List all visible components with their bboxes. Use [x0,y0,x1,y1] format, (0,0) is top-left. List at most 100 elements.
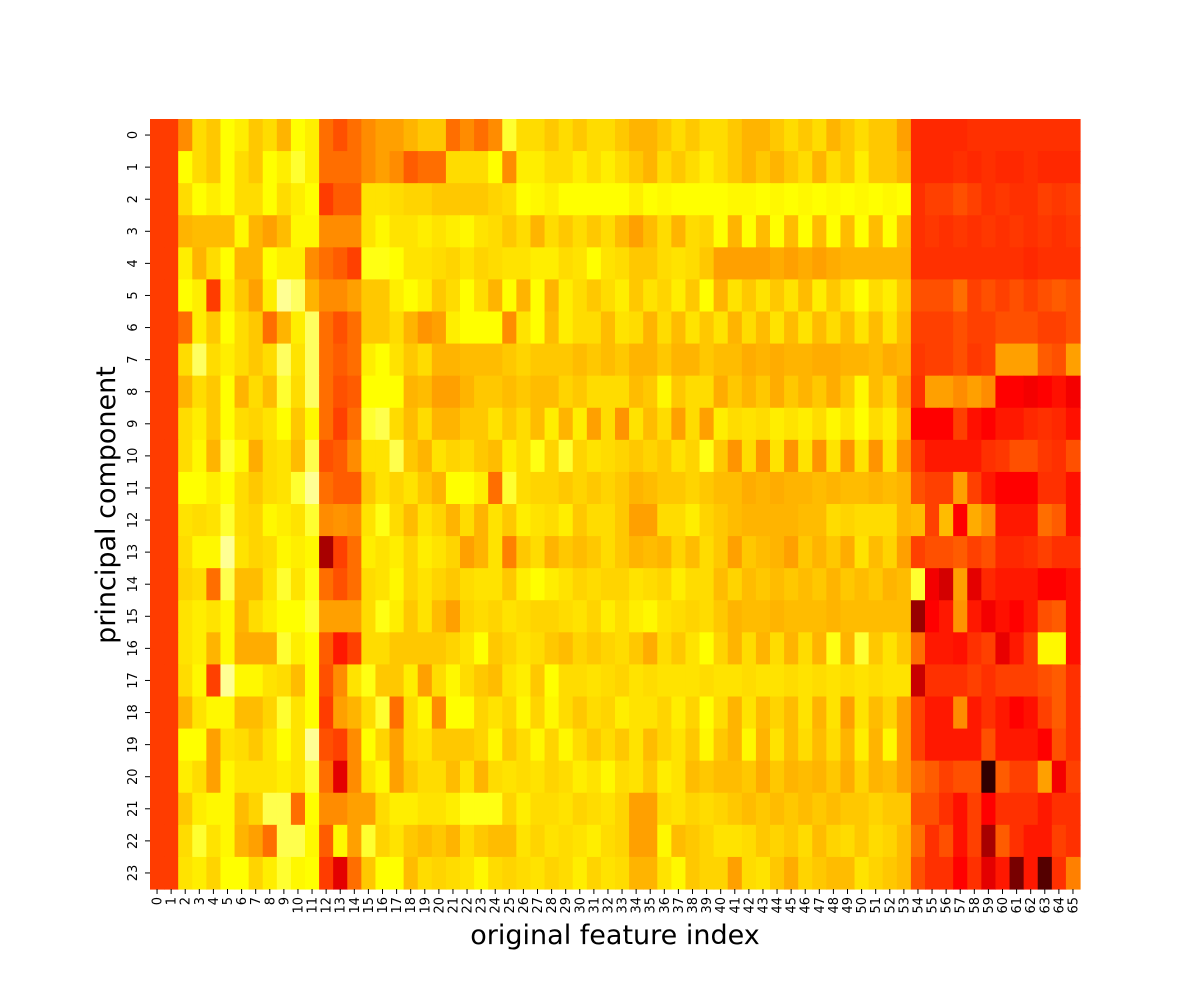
x-tick-label: 14 [348,897,363,914]
heatmap-cell [896,856,912,890]
heatmap-cell [812,792,827,826]
heatmap-cell [798,119,813,152]
heatmap-cell [600,536,616,569]
heatmap-cell [657,247,672,281]
heatmap-cell [882,824,898,858]
heatmap-cell [248,439,264,473]
heatmap-cell [1023,664,1039,698]
heatmap-cell [206,215,222,248]
heatmap-cell [629,760,644,794]
heatmap-cell [910,151,926,184]
heatmap-cell [431,407,447,441]
heatmap-cell [812,279,827,313]
heatmap-cell [234,536,250,569]
heatmap-cell [1037,247,1053,281]
heatmap-cell [544,504,560,537]
heatmap-cell [840,600,856,633]
heatmap-cell [981,728,997,762]
heatmap-cell [615,247,630,281]
heatmap-cell [953,664,968,698]
heatmap-cell [995,856,1011,890]
heatmap-cell [150,215,165,248]
heatmap-cell [784,439,799,473]
heatmap-cell [995,151,1011,184]
y-tick-label: 19 [126,736,141,753]
heatmap-cell [939,247,954,281]
heatmap-cell [417,407,433,441]
heatmap-cell [502,568,517,601]
heatmap-cell [699,760,715,794]
heatmap-cell [840,151,856,184]
heatmap-cell [1023,504,1039,537]
heatmap-cell [516,856,532,890]
heatmap-cell [643,632,658,666]
heatmap-cell [586,536,602,569]
heatmap-cell [812,536,827,569]
heatmap-cell [1051,600,1067,633]
heatmap-cell [375,311,391,345]
heatmap-cell [755,504,771,537]
heatmap-cell [502,824,517,858]
heatmap-cell [150,664,165,698]
heatmap-cell [882,792,898,826]
heatmap-cell [784,696,799,730]
heatmap-cell [502,664,517,698]
heatmap-cell [502,279,517,313]
heatmap-cell [417,728,433,762]
heatmap-cell [474,311,489,345]
heatmap-cell [403,183,419,216]
heatmap-cell [629,600,644,633]
heatmap-cell [220,696,236,730]
heatmap-cell [995,536,1011,569]
heatmap-cell [784,824,799,858]
heatmap-cell [967,407,982,441]
heatmap-cell [530,760,546,794]
heatmap-cell [882,247,898,281]
heatmap-cell [586,375,602,409]
heatmap-cell [262,856,278,890]
heatmap-cell [276,343,292,377]
heatmap-cell [896,792,912,826]
heatmap-cell [1009,407,1025,441]
heatmap-cell [572,407,588,441]
heatmap-cell [755,696,771,730]
x-tick-label: 31 [587,897,602,914]
heatmap-cell [685,504,701,537]
heatmap-cell [347,215,362,248]
heatmap-cell [1051,856,1067,890]
heatmap-cell [925,632,940,666]
heatmap-cell [460,696,475,730]
heatmap-cell [347,375,362,409]
heatmap-cell [572,343,588,377]
heatmap-cell [530,375,546,409]
heatmap-cell [460,600,475,633]
heatmap-cell [248,279,264,313]
heatmap-cell [629,375,644,409]
heatmap-cell [643,471,658,505]
heatmap-cell [812,407,827,441]
heatmap-cell [178,279,193,313]
heatmap-cell [1009,343,1025,377]
heatmap-cell [685,151,701,184]
heatmap-cell [741,215,757,248]
heatmap-cell [1009,279,1025,313]
heatmap-cell [882,760,898,794]
heatmap-cell [1009,375,1025,409]
heatmap-cell [1051,728,1067,762]
heatmap-cell [671,824,687,858]
heatmap-cell [375,279,391,313]
heatmap-cell [389,279,405,313]
heatmap-cell [234,279,250,313]
heatmap-cell [685,824,701,858]
heatmap-cell [262,471,278,505]
heatmap-cell [882,664,898,698]
x-tick-label: 5 [221,897,236,905]
heatmap-cell [572,856,588,890]
heatmap-cell [361,536,377,569]
x-tick-label: 41 [728,897,743,914]
heatmap-cell [220,279,236,313]
heatmap-cell [629,471,644,505]
heatmap-cell [755,407,771,441]
heatmap-cell [474,600,489,633]
heatmap-cell [305,728,320,762]
